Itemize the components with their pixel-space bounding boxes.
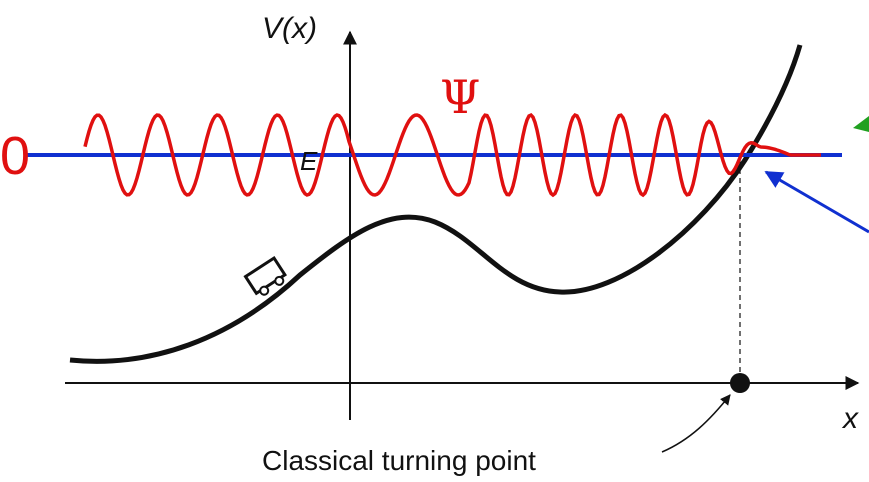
cart xyxy=(243,255,287,296)
wavefunction-curve xyxy=(83,112,821,198)
annotation-arrow xyxy=(661,394,731,453)
x-axis-label: x xyxy=(841,402,859,435)
potential-axis-label: V(x) xyxy=(262,12,317,45)
green-arrowhead xyxy=(853,116,869,132)
turning-point-dot xyxy=(730,373,750,393)
psi-label: Ψ xyxy=(440,70,480,124)
potential-curve xyxy=(69,44,803,364)
zero-label: 0 xyxy=(0,126,30,186)
energy-label: E xyxy=(300,146,318,176)
turning-point-label: Classical turning point xyxy=(262,445,536,476)
pointer-arrow xyxy=(764,170,869,234)
